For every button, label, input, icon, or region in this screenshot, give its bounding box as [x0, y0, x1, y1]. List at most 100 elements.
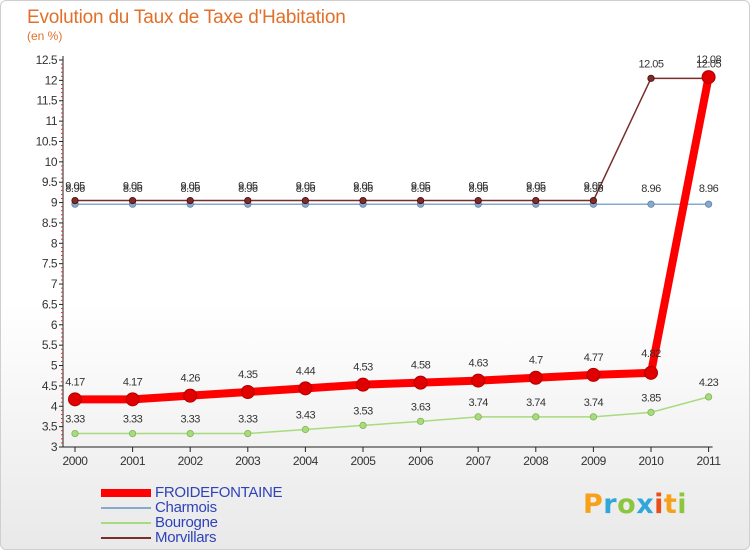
- x-tick-label: 2001: [120, 454, 146, 468]
- y-tick-label: 7.5: [42, 257, 58, 271]
- data-point-froidefontaine: [298, 381, 313, 396]
- data-label-morvillars: 9.05: [526, 181, 546, 193]
- data-point-morvillars: [532, 196, 540, 205]
- data-label-charmois: 8.96: [641, 183, 661, 195]
- series-line-bourogne: [74, 396, 710, 435]
- data-label-bourogne: 3.33: [238, 414, 258, 426]
- data-label-froidefontaine: 4.58: [411, 360, 431, 372]
- data-point-bourogne: [589, 413, 598, 421]
- y-tick-label: 12: [45, 73, 58, 87]
- y-tick-label: 9.5: [42, 175, 58, 189]
- data-point-charmois: [647, 200, 655, 208]
- chart-title: Evolution du Taux de Taxe d'Habitation: [27, 7, 346, 28]
- data-point-froidefontaine: [183, 388, 198, 403]
- logo-letter: i: [677, 489, 688, 520]
- y-tick-label: 3: [51, 440, 58, 454]
- data-label-bourogne: 3.33: [65, 414, 85, 426]
- data-label-morvillars: 9.05: [123, 181, 143, 193]
- y-tick-label: 5.5: [42, 338, 58, 352]
- data-point-morvillars: [244, 196, 252, 205]
- data-label-bourogne: 3.74: [526, 397, 546, 409]
- y-tick-label: 8: [51, 236, 58, 250]
- data-label-froidefontaine: 4.53: [353, 362, 373, 374]
- legend-label: Morvillars: [155, 529, 217, 546]
- x-tick-label: 2002: [178, 454, 204, 468]
- data-label-froidefontaine: 4.77: [584, 352, 604, 364]
- series-line-morvillars: [74, 77, 710, 202]
- data-point-charmois: [704, 200, 713, 208]
- data-point-bourogne: [359, 421, 367, 430]
- data-label-charmois: 8.96: [468, 183, 488, 195]
- y-tick-label: 4: [51, 399, 58, 413]
- y-tick-label: 9: [51, 196, 58, 210]
- logo-letter: i: [654, 489, 664, 520]
- x-tick-label: 2006: [408, 454, 434, 468]
- data-point-froidefontaine: [644, 365, 658, 380]
- series-line-froidefontaine: [71, 73, 713, 404]
- data-point-bourogne: [474, 413, 482, 421]
- data-label-bourogne: 3.33: [180, 414, 200, 426]
- chart-unit: (en %): [27, 29, 63, 43]
- data-labels: 4.17 4.17 4.26 4.35 4.44 4.53 4.58 4.63 4.7 4.77 4…: [65, 54, 722, 426]
- legend-label: FROIDEFONTAINE: [155, 484, 283, 501]
- logo-letter: t: [663, 489, 678, 520]
- data-label-bourogne: 3.53: [353, 405, 373, 417]
- data-label-froidefontaine: 4.26: [180, 373, 200, 385]
- data-label-morvillars: 12.05: [638, 58, 663, 70]
- data-point-froidefontaine: [701, 70, 716, 85]
- data-label-charmois: 8.96: [584, 183, 604, 195]
- x-tick-label: 2007: [466, 454, 492, 468]
- data-label-morvillars: 12.05: [696, 58, 721, 70]
- data-label-bourogne: 3.43: [296, 409, 316, 421]
- logo-letter: x: [636, 489, 655, 520]
- y-tick-label: 6: [51, 318, 58, 332]
- x-tick-label: 2004: [293, 454, 319, 468]
- data-label-froidefontaine: 12.08: [696, 54, 721, 66]
- data-point-froidefontaine: [528, 370, 543, 385]
- data-label-charmois: 8.96: [65, 183, 85, 195]
- data-label-charmois: 8.96: [526, 183, 546, 195]
- data-point-morvillars: [129, 196, 137, 205]
- data-label-froidefontaine: 4.44: [296, 365, 316, 377]
- y-tick-label: 11.5: [37, 94, 58, 108]
- data-label-froidefontaine: 4.63: [468, 358, 488, 370]
- x-tick-label: 2010: [638, 454, 664, 468]
- data-label-froidefontaine: 4.35: [238, 369, 258, 381]
- data-point-froidefontaine: [471, 373, 486, 388]
- y-tick-label: 4.5: [42, 379, 58, 393]
- data-label-charmois: 8.96: [123, 183, 143, 195]
- data-label-charmois: 8.96: [180, 183, 200, 195]
- y-tick-label: 3.5: [42, 420, 58, 434]
- data-label-froidefontaine: 4.82: [641, 348, 661, 360]
- data-label-froidefontaine: 4.7: [529, 355, 543, 367]
- x-tick-label: 2000: [62, 454, 88, 468]
- y-tick-label: 8.5: [42, 216, 58, 230]
- data-label-bourogne: 3.74: [468, 397, 488, 409]
- data-point-morvillars: [301, 196, 309, 205]
- data-label-morvillars: 9.05: [353, 181, 373, 193]
- y-tick-label: 10.5: [36, 134, 58, 148]
- data-label-froidefontaine: 4.17: [65, 376, 85, 388]
- legend-swatch: [101, 489, 151, 497]
- x-tick-label: 2008: [523, 454, 549, 468]
- y-tick-label: 7: [51, 277, 58, 291]
- data-point-morvillars: [474, 196, 482, 205]
- logo-letter: o: [617, 489, 637, 520]
- legend-swatch: [101, 507, 151, 509]
- data-label-morvillars: 9.05: [180, 181, 200, 193]
- data-point-morvillars: [416, 196, 425, 205]
- data-label-morvillars: 9.05: [65, 181, 85, 193]
- data-point-bourogne: [704, 393, 713, 401]
- data-point-bourogne: [301, 425, 309, 434]
- legend-label: Bourogne: [155, 514, 218, 531]
- x-tick-label: 2009: [581, 454, 607, 468]
- data-label-charmois: 8.96: [353, 183, 373, 195]
- data-point-bourogne: [71, 429, 79, 438]
- data-label-charmois: 8.96: [296, 183, 316, 195]
- x-tick-label: 2011: [696, 454, 721, 468]
- data-label-charmois: 8.96: [699, 183, 719, 195]
- data-point-bourogne: [647, 408, 655, 416]
- data-label-bourogne: 3.74: [584, 397, 604, 409]
